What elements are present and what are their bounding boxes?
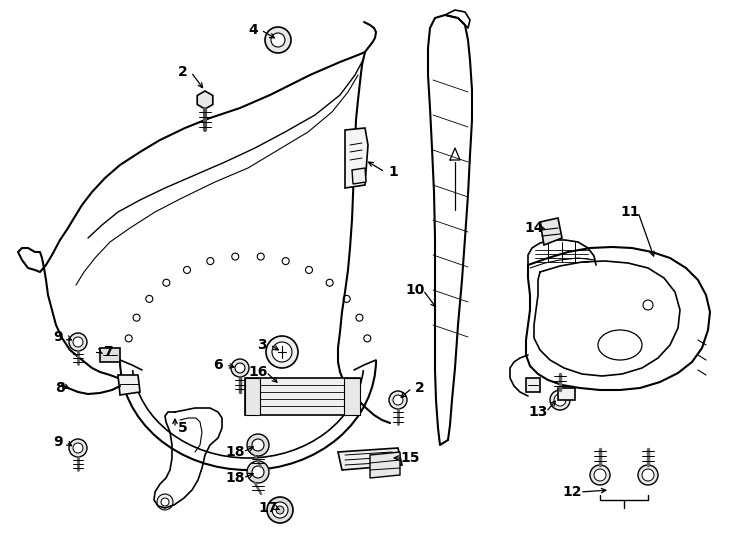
Circle shape — [638, 465, 658, 485]
Circle shape — [594, 469, 606, 481]
Text: 8: 8 — [55, 381, 65, 395]
Circle shape — [69, 439, 87, 457]
Text: 11: 11 — [620, 205, 640, 219]
Circle shape — [272, 342, 292, 362]
Circle shape — [265, 27, 291, 53]
Text: 18: 18 — [225, 471, 244, 485]
Circle shape — [348, 151, 356, 159]
Text: 7: 7 — [103, 345, 113, 359]
Circle shape — [389, 391, 407, 409]
Circle shape — [550, 390, 570, 410]
Text: 2: 2 — [415, 381, 425, 395]
Text: 9: 9 — [53, 330, 63, 344]
Text: 17: 17 — [258, 501, 277, 515]
Text: 10: 10 — [405, 283, 425, 297]
Text: 16: 16 — [248, 365, 268, 379]
Circle shape — [252, 389, 268, 405]
Circle shape — [272, 502, 288, 518]
Polygon shape — [352, 168, 366, 184]
Text: 15: 15 — [400, 451, 420, 465]
Polygon shape — [338, 448, 402, 470]
Text: 18: 18 — [225, 445, 244, 459]
Polygon shape — [245, 378, 360, 415]
Polygon shape — [118, 375, 140, 395]
Circle shape — [642, 469, 654, 481]
Text: 1: 1 — [388, 165, 398, 179]
Text: 2: 2 — [178, 65, 188, 79]
Text: 5: 5 — [178, 421, 188, 435]
Text: 3: 3 — [257, 338, 267, 352]
Circle shape — [247, 461, 269, 483]
Text: 6: 6 — [213, 358, 223, 372]
Polygon shape — [345, 128, 368, 188]
Polygon shape — [344, 378, 360, 415]
Circle shape — [161, 498, 169, 506]
Circle shape — [157, 494, 173, 510]
Circle shape — [358, 148, 366, 156]
Circle shape — [393, 395, 403, 405]
Circle shape — [266, 336, 298, 368]
Circle shape — [69, 333, 87, 351]
Text: 9: 9 — [53, 435, 63, 449]
Polygon shape — [370, 452, 400, 478]
Circle shape — [590, 465, 610, 485]
Circle shape — [336, 389, 352, 405]
Polygon shape — [197, 91, 213, 109]
Circle shape — [267, 497, 293, 523]
Circle shape — [271, 33, 285, 47]
Circle shape — [200, 95, 210, 105]
Circle shape — [252, 439, 264, 451]
Polygon shape — [526, 378, 540, 392]
Polygon shape — [245, 378, 260, 415]
Circle shape — [231, 359, 249, 377]
Text: 12: 12 — [562, 485, 582, 499]
Circle shape — [252, 466, 264, 478]
Circle shape — [247, 434, 269, 456]
Text: 13: 13 — [528, 405, 548, 419]
Text: 14: 14 — [524, 221, 544, 235]
Polygon shape — [558, 388, 575, 400]
Polygon shape — [540, 218, 562, 245]
Circle shape — [554, 394, 566, 406]
Circle shape — [276, 506, 284, 514]
Circle shape — [73, 337, 83, 347]
Circle shape — [235, 363, 245, 373]
Text: 4: 4 — [248, 23, 258, 37]
Circle shape — [73, 443, 83, 453]
Polygon shape — [100, 348, 120, 362]
